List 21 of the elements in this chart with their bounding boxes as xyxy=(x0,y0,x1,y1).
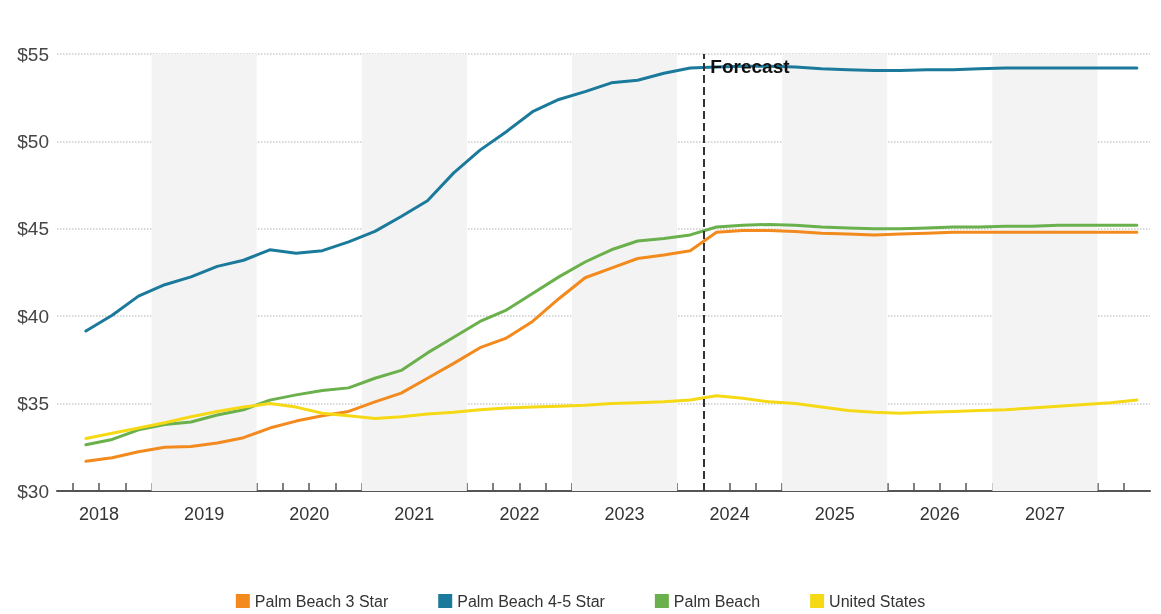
legend-label: Palm Beach 3 Star xyxy=(254,592,389,610)
x-tick-label: 2021 xyxy=(394,504,435,524)
x-tick-label: 2020 xyxy=(289,504,330,524)
legend-label: Palm Beach 4-5 Star xyxy=(457,592,606,610)
x-tick-label: 2025 xyxy=(814,504,855,524)
y-tick-label: $35 xyxy=(17,393,49,415)
line-series xyxy=(84,394,1139,441)
y-tick-label: $50 xyxy=(17,130,49,152)
y-tick-label: $45 xyxy=(17,218,49,240)
x-tick-label: 2023 xyxy=(604,504,645,524)
legend-label: Palm Beach xyxy=(673,592,761,610)
x-tick-label: 2022 xyxy=(499,504,540,524)
x-tick-label: 2018 xyxy=(79,504,120,524)
x-tick-label: 2024 xyxy=(709,504,750,524)
y-tick-label: $40 xyxy=(17,305,49,327)
x-tick-label: 2027 xyxy=(1024,504,1065,524)
legend-label: United States xyxy=(829,592,926,610)
x-tick-label: 2026 xyxy=(919,504,960,524)
x-tick-label: 2019 xyxy=(184,504,225,524)
y-tick-label: $30 xyxy=(17,480,49,502)
y-tick-label: $55 xyxy=(17,43,49,65)
